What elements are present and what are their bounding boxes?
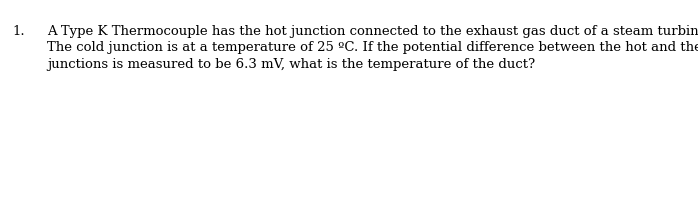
Text: A Type K Thermocouple has the hot junction connected to the exhaust gas duct of : A Type K Thermocouple has the hot juncti…: [47, 25, 698, 71]
Text: 1.: 1.: [13, 25, 25, 38]
